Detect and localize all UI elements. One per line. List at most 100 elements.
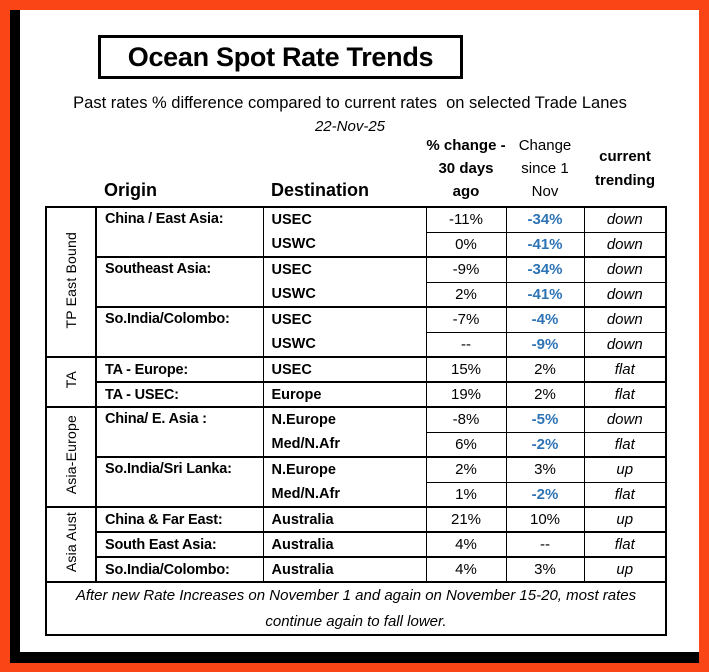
destination-cell: USWC bbox=[262, 331, 427, 358]
change-since-cell: 2% bbox=[505, 356, 585, 383]
trend-cell: down bbox=[583, 306, 667, 333]
destination-cell: USEC bbox=[262, 206, 427, 232]
origin-cell: TA - USEC: bbox=[95, 381, 264, 408]
origin-cell: China/ E. Asia : bbox=[95, 406, 264, 458]
table-row: TA TA - Europe: USEC 15% 2% flat bbox=[45, 356, 667, 408]
change-since-cell: -- bbox=[505, 531, 585, 558]
table-row: Southeast Asia: USEC -9% -34% down bbox=[46, 256, 667, 308]
header-spacer bbox=[46, 131, 96, 208]
origin-cell: China / East Asia: bbox=[95, 206, 264, 258]
table-row: Asia-Europe China/ E. Asia : N.Europe -8… bbox=[45, 406, 667, 508]
destination-cell: USEC bbox=[262, 306, 427, 332]
trend-cell: down bbox=[583, 206, 667, 233]
group-label-tp-east-bound: TP East Bound bbox=[45, 206, 97, 358]
change-30d-cell: 1% bbox=[425, 481, 507, 508]
origin-cell: South East Asia: bbox=[95, 531, 264, 558]
destination-cell: Europe bbox=[262, 381, 427, 408]
destination-cell: N.Europe bbox=[262, 406, 427, 432]
destination-cell: USEC bbox=[262, 356, 427, 383]
destination-cell: Med/N.Afr bbox=[262, 481, 427, 508]
origin-cell: So.India/Colombo: bbox=[95, 556, 264, 583]
column-header-change-since-nov1: Change since 1 Nov bbox=[506, 131, 584, 208]
change-30d-cell: 2% bbox=[425, 281, 507, 308]
change-since-cell: -5% bbox=[505, 406, 585, 433]
trend-cell: down bbox=[583, 281, 667, 308]
change-30d-cell: 19% bbox=[425, 381, 507, 408]
column-header-current-trending: current trending bbox=[584, 131, 666, 208]
trend-cell: up bbox=[583, 556, 667, 583]
page-title: Ocean Spot Rate Trends bbox=[127, 41, 434, 72]
table-row: So.India/Colombo: Australia 4% 3% up bbox=[46, 556, 667, 583]
change-30d-cell: 15% bbox=[425, 356, 507, 383]
trend-cell: flat bbox=[583, 531, 667, 558]
destination-cell: Australia bbox=[262, 556, 427, 583]
destination-cell: USWC bbox=[262, 231, 427, 258]
group-label-ta: TA bbox=[45, 356, 97, 408]
origin-cell: So.India/Colombo: bbox=[95, 306, 264, 358]
table-row: South East Asia: Australia 4% -- flat bbox=[46, 531, 667, 558]
change-since-cell: 3% bbox=[505, 456, 585, 483]
destination-cell: Med/N.Afr bbox=[262, 431, 427, 458]
table-row: TA - USEC: Europe 19% 2% flat bbox=[46, 381, 667, 408]
origin-cell: Southeast Asia: bbox=[95, 256, 264, 308]
change-since-cell: -41% bbox=[505, 281, 585, 308]
change-30d-cell: 6% bbox=[425, 431, 507, 458]
origin-cell: So.India/Sri Lanka: bbox=[95, 456, 264, 508]
change-since-cell: -41% bbox=[505, 231, 585, 258]
trend-cell: down bbox=[583, 331, 667, 358]
trend-cell: flat bbox=[583, 431, 667, 458]
destination-cell: USWC bbox=[262, 281, 427, 308]
change-30d-cell: -9% bbox=[425, 256, 507, 283]
change-30d-cell: 4% bbox=[425, 531, 507, 558]
change-30d-cell: 4% bbox=[425, 556, 507, 583]
column-header-origin: Origin bbox=[96, 131, 263, 208]
table-row: Asia Aust China & Far East: Australia 21… bbox=[45, 506, 667, 583]
table-row: Med/N.Afr 6% -2% flat bbox=[46, 431, 667, 458]
change-30d-cell: -7% bbox=[425, 306, 507, 333]
destination-cell: USEC bbox=[262, 256, 427, 282]
trend-cell: down bbox=[583, 406, 667, 433]
destination-cell: Australia bbox=[262, 506, 427, 533]
group-label-asia-europe: Asia-Europe bbox=[45, 406, 97, 508]
rates-table: Origin Destination % change - 30 days ag… bbox=[45, 131, 667, 636]
trend-cell: up bbox=[583, 506, 667, 533]
change-since-cell: -34% bbox=[505, 256, 585, 283]
footnote: After new Rate Increases on November 1 a… bbox=[45, 581, 667, 636]
change-30d-cell: 0% bbox=[425, 231, 507, 258]
table-row: So.India/Colombo: USEC -7% -4% down bbox=[46, 306, 667, 358]
destination-cell: N.Europe bbox=[262, 456, 427, 482]
trend-cell: down bbox=[583, 231, 667, 258]
origin-cell: China & Far East: bbox=[95, 506, 264, 533]
change-30d-cell: 21% bbox=[425, 506, 507, 533]
change-30d-cell: -8% bbox=[425, 406, 507, 433]
trend-cell: down bbox=[583, 256, 667, 283]
group-label-asia-aust: Asia Aust bbox=[45, 506, 97, 583]
trend-cell: flat bbox=[583, 381, 667, 408]
table-row: USWC 0% -41% down bbox=[46, 231, 667, 258]
table-row: USWC 2% -41% down bbox=[46, 281, 667, 308]
change-since-cell: -4% bbox=[505, 306, 585, 333]
change-since-cell: -34% bbox=[505, 206, 585, 233]
table-row: So.India/Sri Lanka: N.Europe 2% 3% up bbox=[46, 456, 667, 508]
page-frame: Ocean Spot Rate Trends Past rates % diff… bbox=[10, 10, 699, 663]
destination-cell: Australia bbox=[262, 531, 427, 558]
column-header-change-30d: % change - 30 days ago bbox=[426, 131, 506, 208]
change-30d-cell: -- bbox=[425, 331, 507, 358]
change-since-cell: -2% bbox=[505, 431, 585, 458]
change-since-cell: -2% bbox=[505, 481, 585, 508]
table-row: TP East Bound China / East Asia: USEC -1… bbox=[45, 206, 667, 358]
change-since-cell: -9% bbox=[505, 331, 585, 358]
footnote-row: After new Rate Increases on November 1 a… bbox=[45, 581, 667, 636]
change-since-cell: 2% bbox=[505, 381, 585, 408]
trend-cell: flat bbox=[583, 481, 667, 508]
header-row: Origin Destination % change - 30 days ag… bbox=[46, 131, 666, 208]
trend-cell: flat bbox=[583, 356, 667, 383]
trend-cell: up bbox=[583, 456, 667, 483]
column-header-destination: Destination bbox=[263, 131, 426, 208]
change-since-cell: 10% bbox=[505, 506, 585, 533]
subtitle: Past rates % difference compared to curr… bbox=[73, 94, 627, 112]
origin-cell: TA - Europe: bbox=[95, 356, 264, 383]
change-30d-cell: 2% bbox=[425, 456, 507, 483]
change-30d-cell: -11% bbox=[425, 206, 507, 233]
